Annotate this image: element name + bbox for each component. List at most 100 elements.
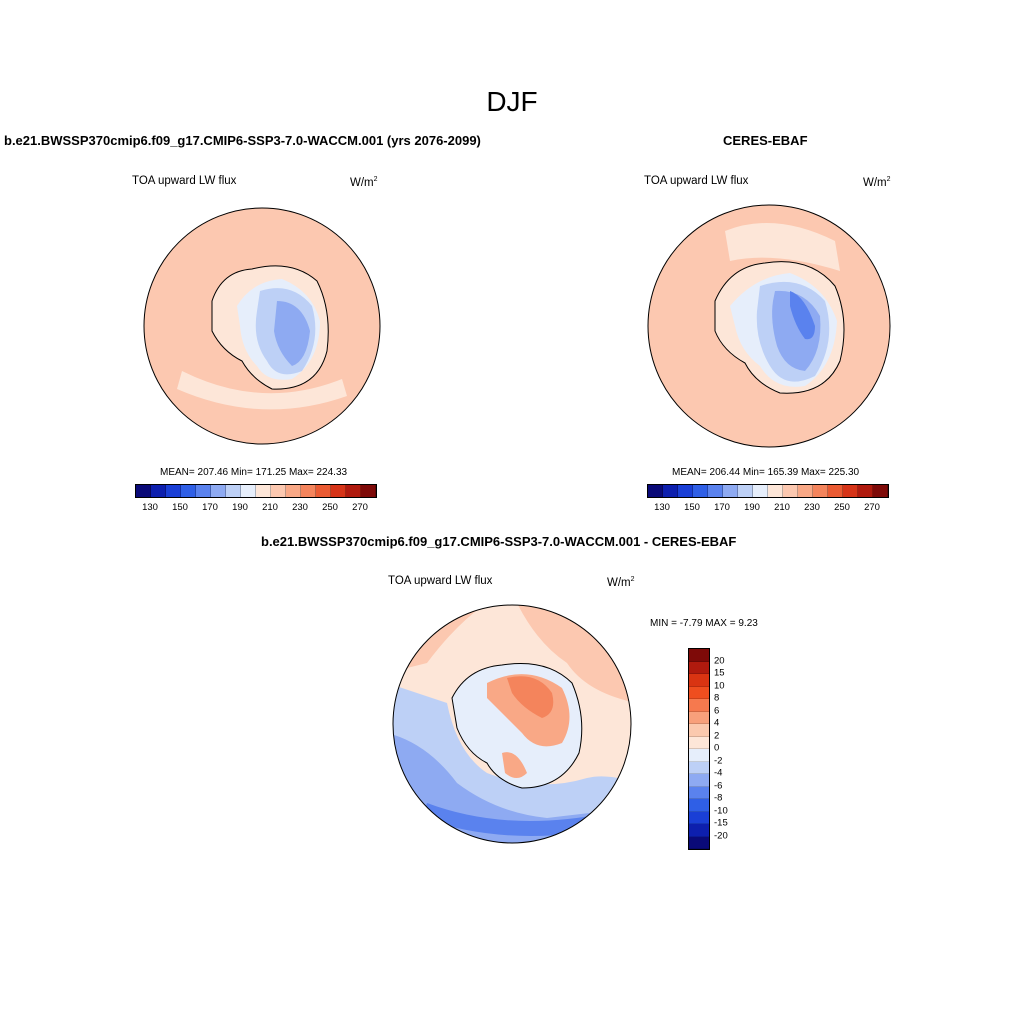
diff-polar-map: [392, 604, 632, 844]
diff-panel-title: b.e21.BWSSP370cmip6.f09_g17.CMIP6-SSP3-7…: [261, 534, 737, 549]
diff-colorbar-swatch: [689, 811, 709, 824]
model-stats: MEAN= 207.46 Min= 171.25 Max= 224.33: [160, 467, 348, 478]
model-colorbar-tick-label: 210: [262, 502, 278, 513]
diff-colorbar-swatch: [689, 649, 709, 662]
diff-colorbar-tick-label: 10: [714, 680, 725, 691]
diff-colorbar-tick-label: -4: [714, 767, 723, 779]
obs-colorbar: [647, 484, 889, 498]
diff-coastline: [451, 662, 583, 789]
diff-colorbar-swatch: [689, 674, 709, 687]
diff-colorbar-swatch: [689, 774, 709, 787]
diff-colorbar-swatch: [689, 749, 709, 762]
diff-colorbar-tick-label: -8: [714, 792, 723, 804]
model-colorbar-swatch: [286, 485, 301, 497]
diff-colorbar-tick-label: 20: [714, 655, 725, 666]
model-colorbar-tick-label: 250: [322, 502, 338, 513]
obs-colorbar-swatch: [663, 485, 678, 497]
diff-colorbar-tick-label: 0: [714, 742, 720, 754]
obs-colorbar-swatch: [828, 485, 843, 497]
model-colorbar-swatch: [136, 485, 151, 497]
diff-colorbar-swatch: [689, 699, 709, 712]
model-colorbar-tick-label: 230: [292, 502, 308, 513]
obs-colorbar-swatch: [783, 485, 798, 497]
model-map-border: [143, 207, 381, 445]
obs-colorbar-swatch: [813, 485, 828, 497]
model-colorbar-swatch: [361, 485, 376, 497]
diff-colorbar-swatch: [689, 836, 709, 849]
model-colorbar-swatch: [271, 485, 286, 497]
model-colorbar-swatch: [166, 485, 181, 497]
diff-colorbar-swatch: [689, 761, 709, 774]
model-coastline: [211, 265, 329, 390]
model-colorbar-tick-label: 270: [352, 502, 368, 513]
obs-colorbar-tick-label: 170: [714, 502, 730, 513]
diff-colorbar-swatch: [689, 824, 709, 837]
diff-colorbar-swatch: [689, 711, 709, 724]
model-colorbar-swatch: [211, 485, 226, 497]
figure-title: DJF: [486, 86, 538, 117]
obs-colorbar-ticks: 130 150 170 190 210 230 250 270: [647, 502, 887, 516]
model-colorbar-swatch: [301, 485, 316, 497]
model-colorbar-tick-label: 130: [142, 502, 158, 513]
model-plateau-2: [274, 301, 310, 366]
obs-panel-title: CERES-EBAF: [723, 133, 808, 148]
model-colorbar-tick-label: 150: [172, 502, 188, 513]
diff-variable-label: TOA upward LW flux: [388, 575, 493, 587]
obs-colorbar-swatch: [843, 485, 858, 497]
obs-colorbar-swatch: [738, 485, 753, 497]
obs-stats: MEAN= 206.44 Min= 165.39 Max= 225.30: [672, 467, 860, 478]
diff-colorbar-swatch: [689, 661, 709, 674]
diff-colorbar-tick-label: 8: [714, 692, 720, 704]
diff-colorbar-swatch: [689, 786, 709, 799]
diff-antarctica-hot: [507, 676, 554, 718]
diff-colorbar-tick-label: -6: [714, 780, 723, 791]
obs-colorbar-swatch: [768, 485, 783, 497]
model-colorbar: [135, 484, 377, 498]
model-colorbar-swatch: [226, 485, 241, 497]
obs-colorbar-swatch: [753, 485, 768, 497]
diff-colorbar-tick-label: 15: [714, 667, 725, 679]
obs-polar-map: [647, 204, 891, 448]
obs-coastline: [714, 261, 845, 394]
model-colorbar-swatch: [181, 485, 196, 497]
obs-colorbar-tick-label: 190: [744, 502, 760, 513]
diff-colorbar-tick-label: -20: [714, 830, 728, 841]
diff-colorbar-tick-label: -15: [714, 817, 728, 829]
model-colorbar-swatch: [256, 485, 271, 497]
obs-units-label: W/m2: [863, 176, 891, 189]
diff-colorbar: [688, 648, 710, 850]
obs-colorbar-tick-label: 230: [804, 502, 820, 513]
model-colorbar-tick-label: 190: [232, 502, 248, 513]
obs-colorbar-tick-label: 130: [654, 502, 670, 513]
obs-ocean-band: [725, 223, 840, 271]
diff-peninsula-warm: [502, 752, 527, 778]
model-units-label: W/m2: [350, 176, 378, 189]
obs-colorbar-swatch: [678, 485, 693, 497]
obs-colorbar-swatch: [693, 485, 708, 497]
diff-colorbar-swatch: [689, 736, 709, 749]
obs-colorbar-tick-label: 250: [834, 502, 850, 513]
obs-colorbar-swatch: [723, 485, 738, 497]
diff-colorbar-tick-label: -10: [714, 805, 728, 816]
obs-colorbar-tick-label: 270: [864, 502, 880, 513]
model-ocean-band: [177, 371, 347, 410]
obs-colorbar-swatch: [798, 485, 813, 497]
diff-colorbar-swatch: [689, 686, 709, 699]
model-colorbar-swatch: [331, 485, 346, 497]
diff-stats: MIN = -7.79 MAX = 9.23: [650, 618, 758, 629]
model-colorbar-swatch: [346, 485, 361, 497]
model-polar-map: [143, 207, 381, 445]
diff-colorbar-tick-label: 2: [714, 730, 720, 741]
obs-plateau-3: [790, 291, 815, 340]
obs-colorbar-tick-label: 210: [774, 502, 790, 513]
model-colorbar-swatch: [241, 485, 256, 497]
model-panel-title: b.e21.BWSSP370cmip6.f09_g17.CMIP6-SSP3-7…: [4, 133, 481, 148]
diff-cool-south-band: [422, 803, 612, 836]
diff-colorbar-tick-label: 6: [714, 705, 720, 716]
obs-map-border: [647, 204, 891, 448]
diff-colorbar-swatch: [689, 799, 709, 812]
diff-colorbar-tick-label: 4: [714, 717, 720, 729]
obs-colorbar-swatch: [648, 485, 663, 497]
obs-colorbar-swatch: [873, 485, 888, 497]
diff-colorbar-tick-label: -2: [714, 755, 723, 766]
